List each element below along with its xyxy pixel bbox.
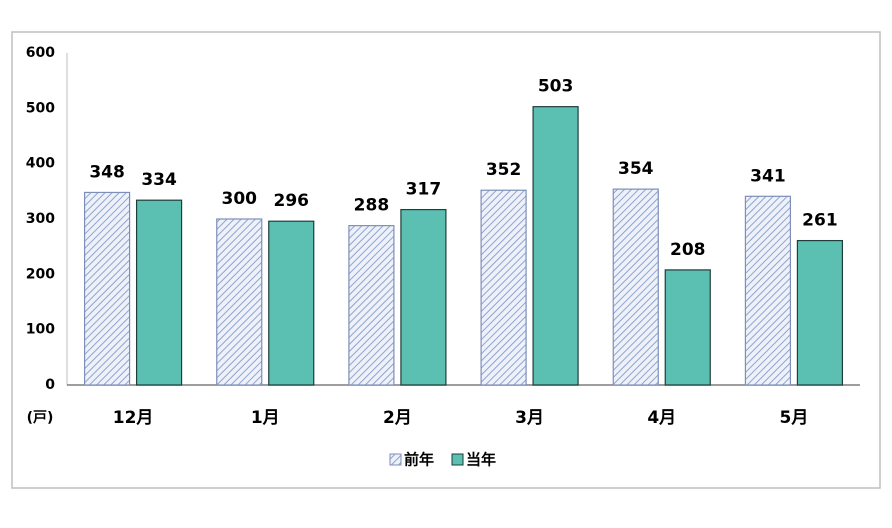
x-tick-label: 5月 bbox=[779, 408, 808, 428]
value-label: 334 bbox=[141, 170, 177, 190]
value-label: 348 bbox=[89, 162, 125, 182]
x-tick-label: 12月 bbox=[113, 408, 154, 428]
unit-label: (戸) bbox=[27, 410, 54, 426]
value-label: 300 bbox=[222, 189, 258, 209]
value-label: 354 bbox=[618, 159, 654, 179]
y-tick-label: 500 bbox=[26, 100, 55, 116]
y-tick-label: 600 bbox=[26, 45, 55, 61]
x-tick-label: 3月 bbox=[515, 408, 544, 428]
x-tick-label: 1月 bbox=[251, 408, 280, 428]
value-label: 352 bbox=[486, 160, 522, 180]
x-tick-label: 2月 bbox=[383, 408, 412, 428]
value-label: 317 bbox=[406, 180, 442, 200]
bar bbox=[400, 208, 447, 386]
value-label: 208 bbox=[670, 240, 706, 260]
y-tick-label: 0 bbox=[45, 377, 55, 393]
y-tick-label: 300 bbox=[26, 211, 55, 227]
bar bbox=[348, 225, 395, 386]
bar bbox=[480, 189, 527, 386]
bar bbox=[532, 106, 579, 386]
value-label: 261 bbox=[802, 211, 838, 231]
legend-swatch bbox=[451, 453, 464, 466]
legend-label: 当年 bbox=[466, 451, 496, 469]
x-tick-label: 4月 bbox=[647, 408, 676, 428]
bar bbox=[268, 220, 315, 386]
legend-label: 前年 bbox=[404, 451, 434, 469]
bar bbox=[744, 195, 792, 386]
value-label: 296 bbox=[274, 191, 310, 211]
value-label: 341 bbox=[750, 166, 786, 186]
bar bbox=[612, 188, 659, 386]
y-tick-label: 400 bbox=[26, 156, 55, 172]
legend-swatch bbox=[389, 453, 402, 466]
bar bbox=[796, 239, 844, 386]
bar bbox=[83, 191, 131, 386]
y-tick-label: 100 bbox=[26, 322, 55, 338]
bar bbox=[216, 218, 263, 386]
value-label: 503 bbox=[538, 77, 574, 97]
bar bbox=[135, 199, 183, 386]
value-label: 288 bbox=[354, 196, 390, 216]
y-tick-label: 200 bbox=[26, 266, 55, 282]
bar bbox=[664, 269, 711, 386]
